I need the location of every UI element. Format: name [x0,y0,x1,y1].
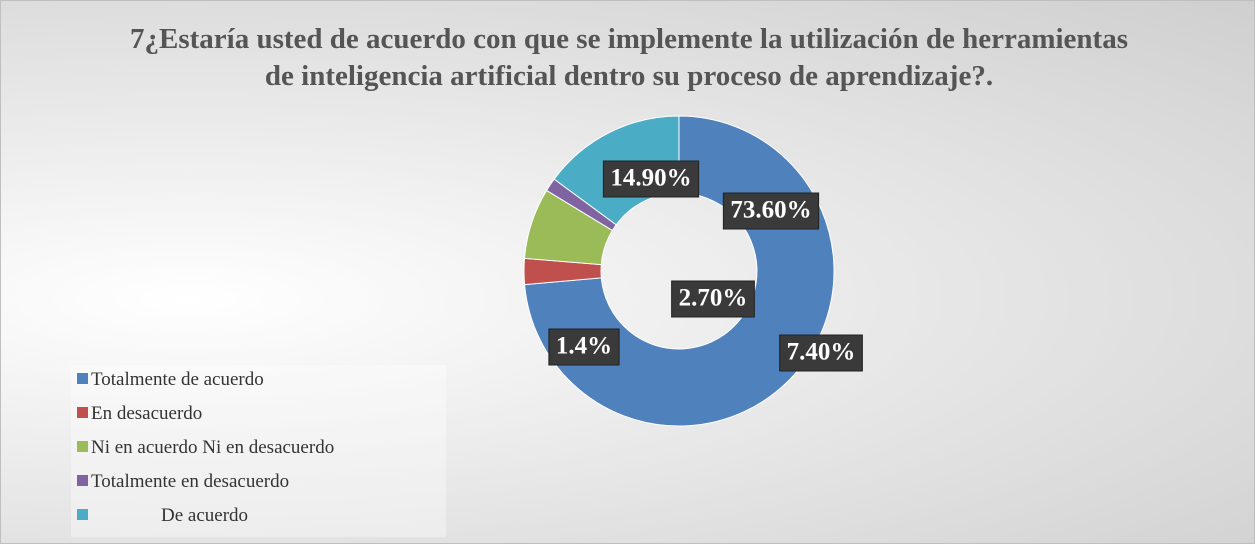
data-label-text: 2.70% [679,285,748,312]
legend-item: Ni en acuerdo Ni en desacuerdo [77,437,334,459]
legend-item: De acuerdo [77,505,248,527]
legend-item: En desacuerdo [77,403,202,425]
data-label-box [671,280,755,318]
legend-swatch [77,509,88,520]
legend-swatch [77,475,88,486]
data-label-box [548,328,620,366]
data-label-text: 1.4% [556,333,612,360]
data-label-text: 14.90% [610,165,691,192]
legend-label: Totalmente de acuerdo [91,369,264,390]
legend-label: En desacuerdo [91,403,203,424]
data-label-text: 73.60% [730,197,811,224]
legend-label: Ni en acuerdo Ni en desacuerdo [91,437,335,458]
chart-title: 7¿Estaría usted de acuerdo con que se im… [130,23,1128,92]
data-label-text: 7.40% [787,339,856,366]
legend-swatch [77,373,88,384]
data-label-box [779,334,863,372]
legend-label: Totalmente en desacuerdo [91,471,290,492]
data-label: 1.4% [548,328,620,366]
legend-item: Totalmente de acuerdo [77,369,264,391]
data-label-box [602,160,700,198]
data-label: 2.70% [671,280,755,318]
data-label: 14.90% [602,160,700,198]
legend-swatch [77,407,88,418]
data-label: 73.60% [722,192,820,230]
legend: Totalmente de acuerdo En desacuerdo Ni en … [71,365,446,537]
legend-label: De acuerdo [161,505,249,526]
legend-swatch [77,441,88,452]
data-label: 7.40% [779,334,863,372]
data-label-box [722,192,820,230]
legend-item: Totalmente en desacuerdo [77,471,289,493]
